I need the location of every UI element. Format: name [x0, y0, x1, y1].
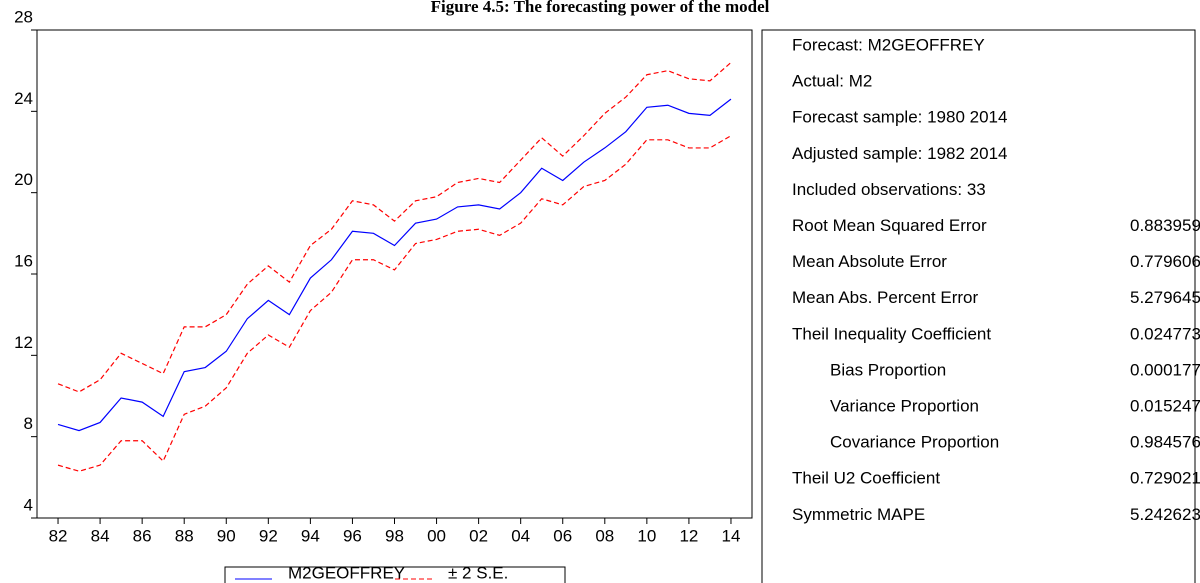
x-tick-label: 10 [637, 526, 656, 545]
lower-band [57, 135, 732, 472]
x-tick-label: 96 [343, 526, 362, 545]
x-tick-label: 14 [722, 526, 741, 545]
x-tick-label: 86 [133, 526, 152, 545]
stat-value: 5.279645 [1130, 288, 1200, 307]
stat-label: Mean Absolute Error [792, 252, 947, 271]
y-tick-label: 8 [24, 414, 33, 433]
stat-label: Mean Abs. Percent Error [792, 288, 978, 307]
x-tick-label: 88 [175, 526, 194, 545]
stat-value: 0.779606 [1130, 252, 1200, 271]
x-tick-label: 82 [49, 526, 68, 545]
stats-frame [761, 29, 1196, 583]
stat-value: 0.883959 [1130, 216, 1200, 235]
x-tick-label: 98 [385, 526, 404, 545]
y-tick-label: 24 [14, 89, 33, 108]
y-tick-label: 16 [14, 251, 33, 270]
x-tick-label: 12 [679, 526, 698, 545]
x-tick-label: 08 [595, 526, 614, 545]
y-tick-label: 12 [14, 333, 33, 352]
chart-title: Figure 4.5: The forecasting power of the… [431, 0, 770, 16]
stat-label: Included observations: 33 [792, 180, 986, 199]
x-tick-label: 92 [259, 526, 278, 545]
stat-label: Actual: M2 [792, 72, 872, 91]
legend-frame [224, 566, 566, 583]
y-tick-label: 20 [14, 170, 33, 189]
x-tick-label: 94 [301, 526, 320, 545]
stat-label: Covariance Proportion [830, 433, 999, 452]
upper-band [57, 62, 732, 393]
stat-value: 0.984576 [1130, 433, 1200, 452]
stat-value: 0.024773 [1130, 324, 1200, 343]
stat-value: 5.242623 [1130, 505, 1200, 524]
x-tick-label: 06 [553, 526, 572, 545]
stat-value: 0.015247 [1130, 396, 1200, 415]
stat-value: 0.000177 [1130, 360, 1200, 379]
stat-label: Adjusted sample: 1982 2014 [792, 144, 1008, 163]
stat-label: Variance Proportion [830, 396, 979, 415]
stat-label: Symmetric MAPE [792, 505, 925, 524]
forecast-line [57, 98, 732, 432]
legend-label: M2GEOFFREY [288, 563, 405, 582]
y-tick-label: 4 [24, 495, 33, 514]
stat-label: Forecast: M2GEOFFREY [792, 35, 985, 54]
x-tick-label: 84 [91, 526, 110, 545]
x-tick-label: 00 [427, 526, 446, 545]
x-tick-label: 04 [511, 526, 530, 545]
stat-label: Forecast sample: 1980 2014 [792, 108, 1007, 127]
x-tick-label: 02 [469, 526, 488, 545]
y-tick-label: 28 [14, 7, 33, 26]
stat-value: 0.729021 [1130, 469, 1200, 488]
stat-label: Bias Proportion [830, 360, 946, 379]
stat-label: Theil Inequality Coefficient [792, 324, 991, 343]
plot-frame [36, 29, 753, 519]
x-tick-label: 90 [217, 526, 236, 545]
stat-label: Theil U2 Coefficient [792, 469, 940, 488]
legend-label: ± 2 S.E. [448, 563, 508, 582]
stat-label: Root Mean Squared Error [792, 216, 987, 235]
